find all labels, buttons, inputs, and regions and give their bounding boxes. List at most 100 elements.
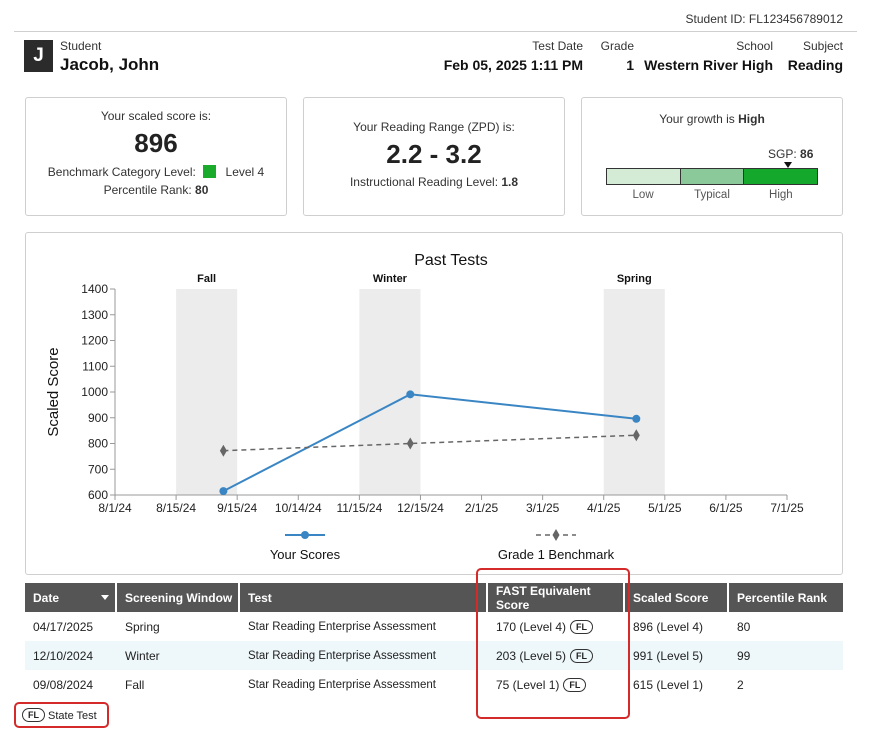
growth-bar-labels: Low Typical High — [606, 189, 818, 201]
percentile-value: 80 — [195, 183, 209, 197]
growth-label-high: High — [769, 189, 793, 201]
fast-score-highlight — [476, 568, 630, 719]
benchmark-point — [406, 437, 414, 450]
cell-test: Star Reading Enterprise Assessment — [248, 649, 436, 662]
zpd-range: 2.2 - 3.2 — [386, 139, 482, 169]
cell-fast-value: 170 (Level 4) — [496, 619, 567, 634]
x-tick-label: 10/14/24 — [275, 501, 322, 515]
window-band-spring — [603, 289, 665, 495]
subject-column: Subject Reading — [788, 39, 843, 73]
x-tick-label: 9/15/24 — [217, 501, 257, 515]
score-point — [219, 487, 228, 496]
past-tests-chart: Fall Winter Spring Past Tests 600 700 800 900 10… — [25, 232, 843, 575]
student-name: Jacob, John — [60, 55, 160, 74]
growth-label-typical: Typical — [694, 189, 730, 201]
grade-label: Grade — [600, 39, 634, 53]
cell-scaled: 896 (Level 4) — [633, 619, 704, 634]
sgp-marker: SGP: 86 — [768, 147, 813, 161]
student-id: Student ID: FL123456789012 — [685, 12, 843, 26]
benchmark-label: Benchmark Category Level: — [47, 165, 196, 179]
x-tick-label: 8/15/24 — [156, 501, 196, 515]
header-divider — [14, 31, 857, 32]
column-header-fast: FAST Equivalent Score — [488, 583, 625, 612]
instructional-level-label: Instructional Reading Level: — [349, 175, 499, 189]
window-label: Winter — [373, 273, 408, 285]
growth-bar — [606, 168, 818, 185]
chart-title: Past Tests — [414, 252, 488, 269]
growth-segment-high — [743, 169, 817, 184]
cell-date: 09/08/2024 — [33, 677, 94, 692]
test-date-column: Test Date Feb 05, 2025 1:11 PM — [444, 39, 583, 73]
cell-percentile: 2 — [737, 677, 744, 692]
column-header-window: Screening Window — [117, 583, 240, 612]
y-tick-label: 1100 — [82, 359, 108, 373]
growth-segment-typical — [680, 169, 744, 184]
school-value: Western River High — [644, 57, 773, 73]
column-header-test: Test — [240, 583, 488, 612]
test-date-value: Feb 05, 2025 1:11 PM — [443, 57, 583, 73]
school-column: School Western River High — [644, 39, 773, 73]
series-line-1 — [223, 434, 637, 452]
growth-card: Your growth is High SGP: 86 Low Typical Hi… — [581, 97, 843, 216]
cell-window: Winter — [125, 648, 160, 663]
x-tick-label: 2/1/25 — [465, 501, 499, 515]
benchmark-point — [219, 444, 227, 457]
column-header-date[interactable]: Date — [25, 583, 117, 612]
benchmark-level: Level 4 — [225, 165, 265, 179]
sgp-pointer-icon — [784, 162, 792, 168]
y-tick-label: 600 — [88, 488, 108, 502]
cell-percentile: 80 — [737, 619, 751, 634]
x-tick-label: 3/1/25 — [526, 501, 560, 515]
student-label: Student — [60, 39, 102, 53]
table-row: 04/17/2025 Spring Star Reading Enterpris… — [25, 612, 843, 641]
test-date-label: Test Date — [532, 39, 583, 53]
benchmark-point — [632, 429, 640, 442]
cell-fast-value: 203 (Level 5) — [496, 648, 567, 663]
cell-fast: 170 (Level 4) FL — [488, 619, 625, 634]
legend-marker — [552, 529, 560, 541]
y-tick-label: 900 — [88, 411, 108, 425]
state-test-label: State Test — [48, 710, 97, 722]
growth-heading-value: High — [738, 112, 765, 126]
scaled-score-card: Your scaled score is: 896 Benchmark Cate… — [25, 97, 287, 216]
percentile-label: Percentile Rank: — [103, 183, 192, 197]
growth-heading-prefix: Your growth is — [659, 112, 739, 126]
fl-badge: FL — [22, 708, 45, 722]
x-tick-label: 6/1/25 — [709, 501, 743, 515]
subject-value: Reading — [787, 57, 843, 73]
benchmark-color-swatch — [203, 165, 217, 178]
grade-value: 1 — [626, 57, 634, 73]
cell-test: Star Reading Enterprise Assessment — [248, 678, 436, 691]
x-tick-label: 4/1/25 — [587, 501, 621, 515]
growth-label-low: Low — [632, 189, 654, 201]
cell-fast: 203 (Level 5) FL — [488, 648, 625, 663]
table-header-row: Date Screening Window Test FAST Equivale… — [25, 583, 843, 612]
scaled-score-value: 896 — [134, 128, 178, 158]
score-point — [632, 414, 641, 423]
series-line-0 — [222, 393, 637, 493]
column-header-percentile: Percentile Rank — [737, 590, 828, 605]
results-table: Date Screening Window Test FAST Equivale… — [25, 583, 843, 699]
cell-fast: 75 (Level 1) FL — [488, 677, 625, 692]
y-tick-label: 1300 — [81, 308, 108, 322]
window-band-fall — [176, 289, 238, 495]
percentile-line: Percentile Rank: 80 — [26, 183, 286, 197]
cell-fast-value: 75 (Level 1) — [496, 677, 560, 692]
legend-label: Grade 1 Benchmark — [498, 547, 615, 562]
table-row: 12/10/2024 Winter Star Reading Enterpris… — [25, 641, 843, 670]
sgp-value: 86 — [800, 147, 814, 161]
y-tick-label: 1200 — [81, 334, 108, 348]
grade-column: Grade 1 — [601, 39, 634, 73]
score-point — [406, 390, 415, 399]
cell-test: Star Reading Enterprise Assessment — [248, 620, 436, 633]
cell-date: 04/17/2025 — [33, 619, 94, 634]
school-label: School — [736, 39, 773, 53]
cell-window: Spring — [125, 619, 160, 634]
instructional-level-value: 1.8 — [501, 175, 519, 189]
cell-scaled: 991 (Level 5) — [633, 648, 704, 663]
x-tick-label: 8/1/24 — [98, 501, 132, 515]
fl-badge: FL — [570, 648, 594, 663]
sort-down-icon[interactable] — [101, 595, 109, 600]
fl-badge: FL — [570, 619, 594, 634]
table-row: 09/08/2024 Fall Star Reading Enterprise … — [25, 670, 843, 699]
